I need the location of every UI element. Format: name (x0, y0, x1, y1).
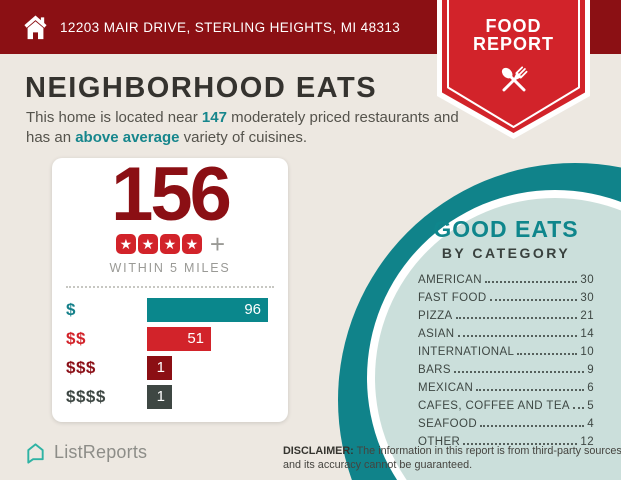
fork-spoon-icon (501, 66, 528, 92)
bar: 96 (147, 297, 268, 322)
good-eats-subtitle: BY CATEGORY (441, 245, 571, 261)
category-row: AMERICAN 30 (418, 274, 594, 286)
dotted-leader (480, 425, 585, 427)
dotted-leader (484, 281, 578, 283)
price-tier-label: $ (66, 299, 76, 319)
food-report-badge: FOOD REPORT (437, 0, 590, 140)
price-tier-label: $$$$ (66, 386, 106, 406)
listreports-house-icon (27, 443, 44, 464)
chart-row: $$$ 1 (52, 355, 288, 380)
category-name: MEXICAN (418, 382, 474, 394)
category-row: CAFES, COFFEE AND TEA 5 (418, 400, 594, 412)
category-name: CAFES, COFFEE AND TEA (418, 400, 570, 412)
category-count: 14 (580, 328, 594, 340)
dotted-leader (457, 335, 578, 337)
subtitle-text: variety of cuisines. (179, 128, 308, 146)
bar-value: 1 (156, 388, 165, 406)
category-count: 4 (587, 418, 594, 430)
total-restaurant-count: 156 (111, 152, 232, 237)
category-name: ASIAN (418, 328, 455, 340)
dotted-leader (463, 443, 578, 445)
plus-sign: + (209, 228, 226, 259)
good-eats-panel: GOOD EATS BY CATEGORY AMERICAN 30 FAST FOO… (418, 216, 594, 454)
subtitle-text: moderately priced restaurants and has an (26, 109, 459, 146)
disclaimer-text: The information in this report is from t… (283, 445, 621, 472)
category-row: ASIAN 14 (418, 328, 594, 340)
variety-highlight: above average (75, 128, 180, 146)
subtitle-text: This home is located near (26, 109, 202, 126)
divider (66, 285, 274, 288)
category-count: 9 (587, 364, 594, 376)
price-tier-label: $$$ (66, 357, 96, 377)
category-row: OTHER 12 (418, 436, 594, 448)
bar-value: 1 (156, 359, 165, 377)
price-tier-label: $$ (66, 328, 86, 348)
subtitle: This home is located near 147 moderately… (26, 108, 471, 148)
star-icon: ★ (181, 233, 202, 254)
category-row: BARS 9 (418, 364, 594, 376)
star-rating: ★ ★ ★ ★ + (52, 228, 288, 259)
disclaimer: DISCLAIMER: The information in this repo… (283, 444, 621, 472)
dotted-leader (476, 389, 585, 391)
category-name: FAST FOOD (418, 292, 487, 304)
category-count: 10 (580, 346, 594, 358)
category-count: 12 (580, 436, 594, 448)
category-count: 6 (587, 382, 594, 394)
star-icon: ★ (159, 233, 180, 254)
chart-row: $96 (52, 297, 288, 322)
star-icon: ★ (115, 233, 136, 254)
category-count: 30 (580, 274, 594, 286)
dotted-leader (455, 317, 578, 319)
bar-value: 51 (187, 330, 204, 348)
bar: 1 (147, 384, 172, 409)
category-row: MEXICAN 6 (418, 382, 594, 394)
good-eats-title: GOOD EATS (433, 216, 579, 242)
category-name: SEAFOOD (418, 418, 478, 430)
badge-text-food: FOOD (485, 16, 542, 36)
page-title: NEIGHBORHOOD EATS (25, 72, 378, 104)
ribbon-shape (437, 0, 590, 139)
badge-text-report: REPORT (472, 34, 554, 54)
category-count: 21 (580, 310, 594, 322)
bar: 51 (147, 326, 211, 351)
category-row: INTERNATIONAL 10 (418, 346, 594, 358)
bar-value: 96 (244, 301, 261, 319)
listreports-logo: ListReports (24, 441, 147, 464)
category-name: BARS (418, 364, 451, 376)
category-row: PIZZA 21 (418, 310, 594, 322)
chart-row: $$ 51 (52, 326, 288, 351)
brand-name: ListReports (54, 442, 148, 462)
category-row: SEAFOOD 4 (418, 418, 594, 430)
category-count: 30 (580, 292, 594, 304)
category-count: 5 (587, 400, 594, 412)
price-tier-bar-chart: $96 $$ 51 $$$ 1 $$$$ 1 (52, 297, 288, 409)
category-name: PIZZA (418, 310, 453, 322)
star-icon: ★ (137, 233, 158, 254)
property-address: 12203 MAIR DRIVE, STERLING HEIGHTS, MI 4… (60, 19, 401, 35)
disclaimer-label: DISCLAIMER: (283, 445, 354, 457)
dotted-leader (489, 299, 578, 301)
category-name: AMERICAN (418, 274, 482, 286)
home-icon (24, 14, 47, 39)
category-list: AMERICAN 30 FAST FOOD 30 PIZZA 21 ASIAN 14 INTER… (418, 274, 594, 448)
dotted-leader (453, 371, 585, 373)
radius-label: WITHIN 5 MILES (109, 260, 231, 275)
restaurant-stats-card: 156 ★ ★ ★ ★ + WITHIN 5 MILES $96 $$ 51 $$$ 1 $$$$… (52, 152, 288, 422)
category-name: OTHER (418, 436, 461, 448)
category-row: FAST FOOD 30 (418, 292, 594, 304)
chart-row: $$$$ 1 (52, 384, 288, 409)
dotted-leader (517, 353, 578, 355)
category-name: INTERNATIONAL (418, 346, 515, 358)
dotted-leader (572, 407, 585, 409)
bar: 1 (147, 355, 172, 380)
restaurant-count: 147 (201, 109, 227, 126)
